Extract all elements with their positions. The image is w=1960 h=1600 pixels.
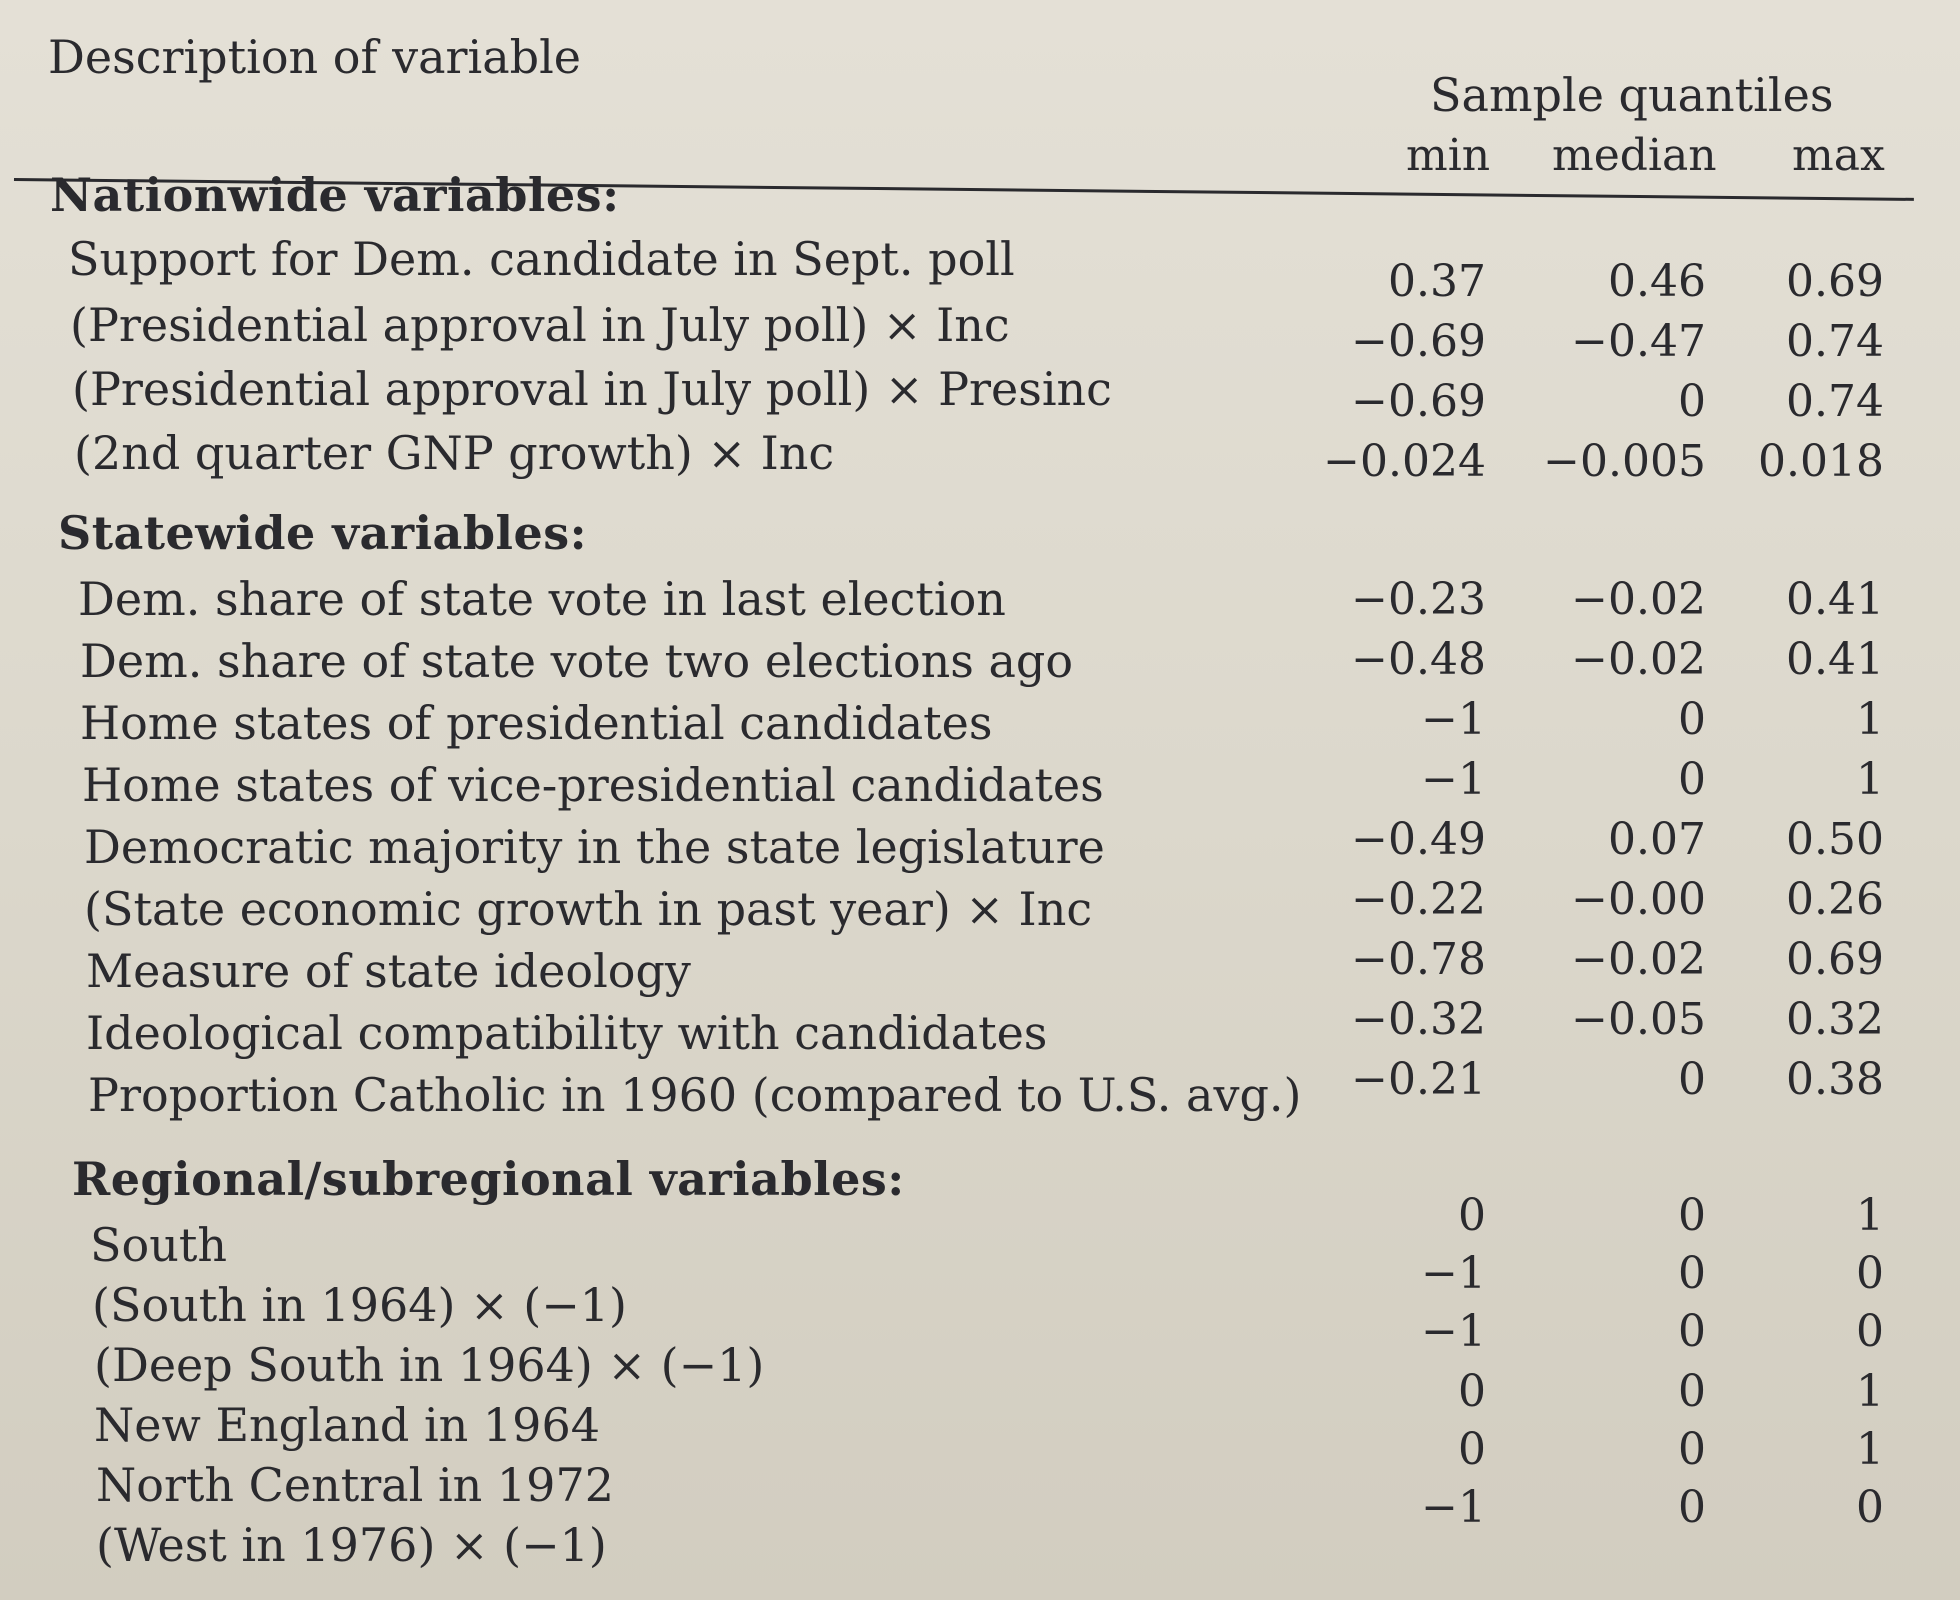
cell-median: 0 bbox=[1678, 376, 1706, 427]
cell-min: −0.21 bbox=[1351, 1054, 1486, 1105]
cell-median: 0 bbox=[1678, 1366, 1706, 1417]
cell-median: 0 bbox=[1678, 1248, 1706, 1299]
row-label: South bbox=[90, 1218, 227, 1272]
row-label: Democratic majority in the state legisla… bbox=[84, 820, 1105, 874]
cell-median: −0.05 bbox=[1571, 994, 1706, 1045]
cell-min: −1 bbox=[1421, 694, 1486, 745]
table-row: Home states of vice-presidential candida… bbox=[0, 754, 1960, 818]
table-row: Proportion Catholic in 1960 (compared to… bbox=[0, 1054, 1960, 1128]
cell-max: 0 bbox=[1856, 1482, 1884, 1533]
cell-max: 0.26 bbox=[1786, 874, 1884, 925]
row-label: Proportion Catholic in 1960 (compared to… bbox=[88, 1068, 1302, 1122]
row-label: Dem. share of state vote two elections a… bbox=[80, 634, 1074, 688]
table-row: (Presidential approval in July poll) × P… bbox=[0, 362, 1960, 427]
cell-min: 0 bbox=[1458, 1366, 1486, 1417]
cell-max: 0.38 bbox=[1786, 1054, 1884, 1105]
cell-max: 0 bbox=[1856, 1306, 1884, 1357]
cell-median: −0.00 bbox=[1571, 874, 1706, 925]
row-label: (Presidential approval in July poll) × P… bbox=[72, 362, 1112, 416]
row-label: Home states of presidential candidates bbox=[80, 696, 993, 750]
cell-min: −0.48 bbox=[1351, 634, 1486, 685]
row-label: Home states of vice-presidential candida… bbox=[82, 758, 1104, 812]
cell-min: −0.69 bbox=[1351, 376, 1486, 427]
cell-max: 1 bbox=[1856, 1366, 1884, 1417]
cell-min: −1 bbox=[1421, 1306, 1486, 1357]
table-row: Dem. share of state vote in last electio… bbox=[0, 572, 1960, 632]
cell-max: 1 bbox=[1856, 754, 1884, 805]
cell-median: 0 bbox=[1678, 694, 1706, 745]
cell-max: 0.32 bbox=[1786, 994, 1884, 1045]
column-header-description: Description of variable bbox=[48, 30, 582, 84]
cell-median: 0 bbox=[1678, 754, 1706, 805]
cell-min: −0.22 bbox=[1351, 874, 1486, 925]
row-label: (Deep South in 1964) × (−1) bbox=[94, 1338, 765, 1392]
row-label: (State economic growth in past year) × I… bbox=[84, 882, 1093, 936]
cell-median: 0 bbox=[1678, 1190, 1706, 1241]
row-label: (West in 1976) × (−1) bbox=[96, 1518, 607, 1572]
row-label: New England in 1964 bbox=[94, 1398, 600, 1452]
table-row: Support for Dem. candidate in Sept. poll… bbox=[0, 232, 1960, 307]
table-row: (2nd quarter GNP growth) × Inc −0.024 −0… bbox=[0, 426, 1960, 487]
cell-max: 0.50 bbox=[1786, 814, 1884, 865]
table-row: (Presidential approval in July poll) × I… bbox=[0, 298, 1960, 367]
row-label: Dem. share of state vote in last electio… bbox=[78, 572, 1006, 626]
cell-min: −1 bbox=[1421, 754, 1486, 805]
table-row: Democratic majority in the state legisla… bbox=[0, 814, 1960, 880]
column-header-min: min bbox=[1406, 130, 1491, 181]
cell-min: −0.78 bbox=[1351, 934, 1486, 985]
cell-median: −0.47 bbox=[1571, 316, 1706, 367]
cell-min: 0.37 bbox=[1388, 256, 1486, 307]
table-row: Ideological compatibility with candidate… bbox=[0, 994, 1960, 1066]
cell-max: 0.74 bbox=[1786, 316, 1884, 367]
section-title-nationwide: Nationwide variables: bbox=[50, 168, 620, 222]
cell-median: −0.02 bbox=[1571, 934, 1706, 985]
cell-min: 0 bbox=[1458, 1190, 1486, 1241]
row-label: Support for Dem. candidate in Sept. poll bbox=[68, 232, 1015, 286]
cell-max: 1 bbox=[1856, 694, 1884, 745]
column-header-max: max bbox=[1792, 130, 1885, 181]
row-label: (2nd quarter GNP growth) × Inc bbox=[74, 426, 835, 480]
cell-min: 0 bbox=[1458, 1424, 1486, 1475]
cell-min: −0.23 bbox=[1351, 574, 1486, 625]
cell-median: 0.07 bbox=[1608, 814, 1706, 865]
cell-max: 0.41 bbox=[1786, 574, 1884, 625]
cell-min: −0.024 bbox=[1323, 436, 1486, 487]
cell-min: −1 bbox=[1421, 1482, 1486, 1533]
cell-max: 0.74 bbox=[1786, 376, 1884, 427]
cell-median: −0.02 bbox=[1571, 634, 1706, 685]
row-label: (Presidential approval in July poll) × I… bbox=[70, 298, 1010, 352]
row-label: Ideological compatibility with candidate… bbox=[86, 1006, 1048, 1060]
section-title-statewide: Statewide variables: bbox=[58, 506, 588, 560]
cell-median: 0 bbox=[1678, 1306, 1706, 1357]
cell-max: 0.69 bbox=[1786, 256, 1884, 307]
cell-median: 0 bbox=[1678, 1482, 1706, 1533]
table-row: Measure of state ideology −0.78 −0.02 0.… bbox=[0, 934, 1960, 1004]
row-label: Measure of state ideology bbox=[86, 944, 691, 998]
cell-median: −0.02 bbox=[1571, 574, 1706, 625]
cell-min: −0.49 bbox=[1351, 814, 1486, 865]
cell-max: 0.018 bbox=[1758, 436, 1884, 487]
cell-min: −0.69 bbox=[1351, 316, 1486, 367]
row-label: North Central in 1972 bbox=[96, 1458, 614, 1512]
cell-min: −0.32 bbox=[1351, 994, 1486, 1045]
section-title-regional: Regional/subregional variables: bbox=[72, 1152, 905, 1206]
cell-max: 0.69 bbox=[1786, 934, 1884, 985]
cell-median: 0.46 bbox=[1608, 256, 1706, 307]
table-row: Dem. share of state vote two elections a… bbox=[0, 634, 1960, 694]
cell-median: −0.005 bbox=[1543, 436, 1706, 487]
cell-min: −1 bbox=[1421, 1248, 1486, 1299]
cell-max: 1 bbox=[1856, 1190, 1884, 1241]
column-header-median: median bbox=[1552, 130, 1717, 181]
table-row: (State economic growth in past year) × I… bbox=[0, 874, 1960, 942]
cell-max: 0 bbox=[1856, 1248, 1884, 1299]
table-row: Home states of presidential candidates −… bbox=[0, 694, 1960, 756]
cell-median: 0 bbox=[1678, 1054, 1706, 1105]
column-header-sample-quantiles: Sample quantiles bbox=[1430, 68, 1834, 122]
cell-max: 1 bbox=[1856, 1424, 1884, 1475]
cell-median: 0 bbox=[1678, 1424, 1706, 1475]
cell-max: 0.41 bbox=[1786, 634, 1884, 685]
row-label: (South in 1964) × (−1) bbox=[92, 1278, 627, 1332]
